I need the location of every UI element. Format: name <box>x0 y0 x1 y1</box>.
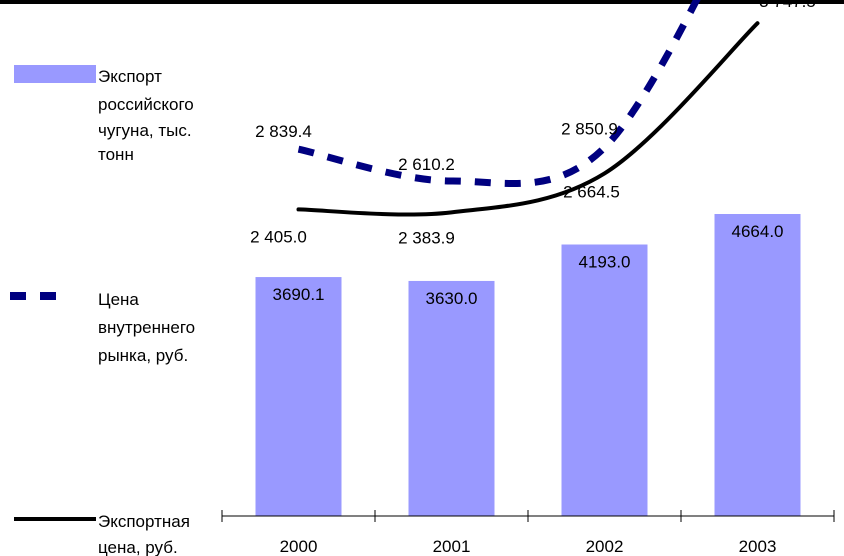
domestic-price-line <box>297 0 701 188</box>
x-tick-label-2001: 2001 <box>433 537 471 556</box>
line-value-labels: 2 839.42 610.22 850.94 779.72 405.02 383… <box>250 0 816 247</box>
bar-2003 <box>714 214 801 516</box>
export-price-label-2000: 2 405.0 <box>250 227 307 246</box>
x-tick-label-2000: 2000 <box>280 537 318 556</box>
bar-2000 <box>255 277 342 516</box>
export-price-label-2003: 3 747.5 <box>759 0 816 11</box>
legend-swatch-export-volume <box>14 65 96 83</box>
legend: Экспорт российского чугуна, тыс. тонн Це… <box>10 65 200 556</box>
bar-label-2001: 3630.0 <box>426 289 478 308</box>
legend-label-domestic-price: Цена внутреннего рынка, руб. <box>98 290 200 365</box>
domestic-price-label-2002: 2 850.9 <box>561 120 618 139</box>
bar-label-2003: 4664.0 <box>732 222 784 241</box>
x-axis-tick-labels: 2000 2001 2002 2003 <box>280 537 777 556</box>
legend-label-export-volume: Экспорт российского чугуна, тыс. тонн <box>98 67 199 164</box>
legend-label-export-price: Экспортная цена, руб. <box>98 512 195 556</box>
bar-label-2000: 3690.1 <box>273 285 325 304</box>
domestic-price-label-2001: 2 610.2 <box>398 155 455 174</box>
bar-value-labels: 3690.1 3630.0 4193.0 4664.0 <box>273 222 784 308</box>
bar-2001 <box>408 280 495 516</box>
x-tick-label-2003: 2003 <box>739 537 777 556</box>
export-price-label-2002: 2 664.5 <box>563 182 620 201</box>
x-tick-label-2002: 2002 <box>586 537 624 556</box>
x-axis-ticks <box>221 510 835 522</box>
bar-label-2002: 4193.0 <box>579 252 631 271</box>
top-edge-strip <box>0 0 844 4</box>
x-axis: 2000 2001 2002 2003 <box>221 510 835 556</box>
domestic-price-label-2000: 2 839.4 <box>255 122 312 141</box>
bar-2002 <box>561 244 648 516</box>
export-price-label-2001: 2 383.9 <box>398 228 455 247</box>
bar-series <box>255 214 801 516</box>
export-price-line <box>296 21 760 217</box>
